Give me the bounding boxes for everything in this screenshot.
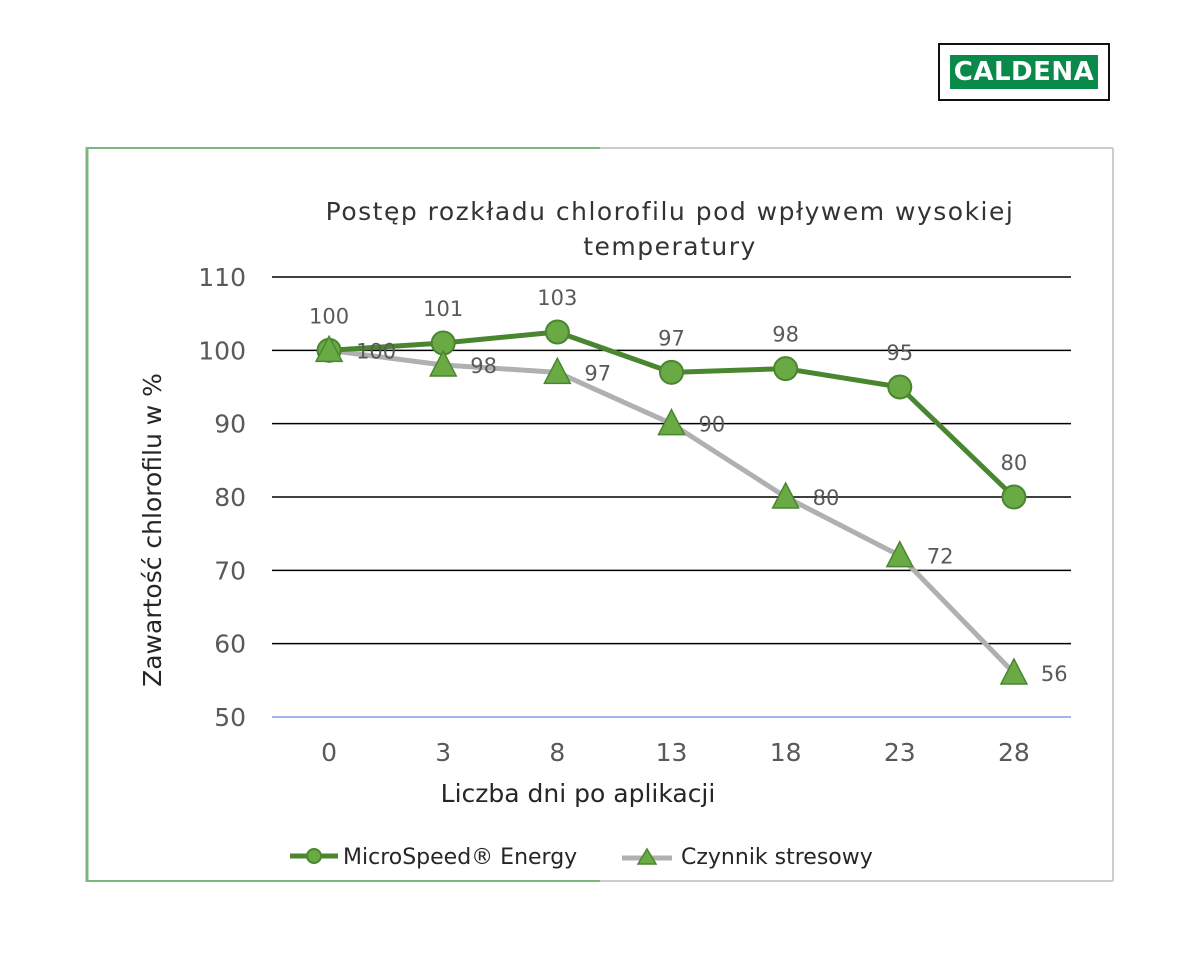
y-tick-60: 60 bbox=[214, 630, 246, 659]
microspeed-label-28: 80 bbox=[1001, 451, 1028, 475]
czynnik-point-28 bbox=[999, 657, 1029, 685]
microspeed-label-3: 101 bbox=[423, 297, 463, 321]
czynnik-point-13 bbox=[657, 408, 686, 436]
legend-label-microspeed: MicroSpeed® Energy bbox=[343, 845, 577, 870]
x-tick-23: 23 bbox=[884, 738, 916, 767]
legend-label-czynnik: Czynnik stresowy bbox=[681, 845, 873, 870]
x-tick-18: 18 bbox=[770, 738, 802, 767]
microspeed-label-23: 95 bbox=[886, 341, 913, 365]
microspeed-label-18: 98 bbox=[772, 323, 799, 347]
legend-marker-circle bbox=[306, 848, 322, 864]
czynnik-point-23 bbox=[885, 540, 915, 568]
microspeed-point-28 bbox=[1001, 484, 1027, 510]
series-layer bbox=[314, 319, 1029, 685]
y-tick-90: 90 bbox=[214, 410, 246, 439]
microspeed-label-8: 103 bbox=[537, 286, 577, 310]
czynnik-point-0 bbox=[314, 334, 344, 363]
y-tick-50: 50 bbox=[214, 703, 246, 732]
legend: MicroSpeed® Energy Czynnik stresowy bbox=[290, 845, 873, 870]
caldena-logo-text: CALDENA bbox=[950, 55, 1098, 89]
y-axis-title: Zawartość chlorofilu w % bbox=[138, 373, 167, 687]
x-tick-28: 28 bbox=[998, 738, 1030, 767]
czynnik-label-8: 97 bbox=[584, 361, 611, 385]
x-axis-title: Liczba dni po aplikacji bbox=[441, 779, 716, 808]
y-tick-80: 80 bbox=[214, 483, 246, 512]
czynnik-label-23: 72 bbox=[927, 545, 954, 569]
caldena-logo: CALDENA bbox=[938, 43, 1110, 101]
microspeed-point-23 bbox=[887, 374, 913, 400]
y-axis-ticks: 50 60 70 80 90 100 110 bbox=[198, 263, 246, 732]
microspeed-point-13 bbox=[659, 359, 684, 385]
microspeed-point-18 bbox=[773, 356, 799, 382]
czynnik-point-8 bbox=[543, 356, 572, 385]
x-tick-8: 8 bbox=[549, 738, 565, 767]
chart-frame bbox=[85, 147, 1114, 882]
y-tick-110: 110 bbox=[198, 263, 246, 292]
czynnik-label-0: 100 bbox=[356, 339, 396, 363]
y-tick-100: 100 bbox=[198, 336, 246, 365]
x-tick-13: 13 bbox=[656, 738, 688, 767]
microspeed-label-13: 97 bbox=[658, 326, 685, 350]
data-labels: 100 101 103 97 98 95 80 100 98 97 90 80 72 56 bbox=[309, 286, 1068, 686]
czynnik-label-13: 90 bbox=[699, 413, 726, 437]
legend-marker-triangle bbox=[636, 847, 658, 865]
x-axis-ticks: 0 3 8 13 18 23 28 bbox=[321, 738, 1030, 767]
chart-title: Postęp rozkładu chlorofilu pod wpływem w… bbox=[326, 197, 1015, 261]
x-tick-0: 0 bbox=[321, 738, 337, 767]
czynnik-point-3 bbox=[428, 349, 458, 377]
czynnik-label-28: 56 bbox=[1041, 662, 1068, 686]
microspeed-label-0: 100 bbox=[309, 304, 349, 328]
czynnik-label-18: 80 bbox=[813, 486, 840, 510]
chart-title-line-1: Postęp rozkładu chlorofilu pod wpływem w… bbox=[326, 197, 1015, 226]
x-tick-3: 3 bbox=[435, 738, 451, 767]
y-tick-70: 70 bbox=[214, 556, 246, 585]
czynnik-point-18 bbox=[771, 481, 800, 509]
chart-title-line-2: temperatury bbox=[583, 232, 757, 261]
microspeed-point-8 bbox=[544, 319, 570, 345]
czynnik-label-3: 98 bbox=[470, 354, 497, 378]
